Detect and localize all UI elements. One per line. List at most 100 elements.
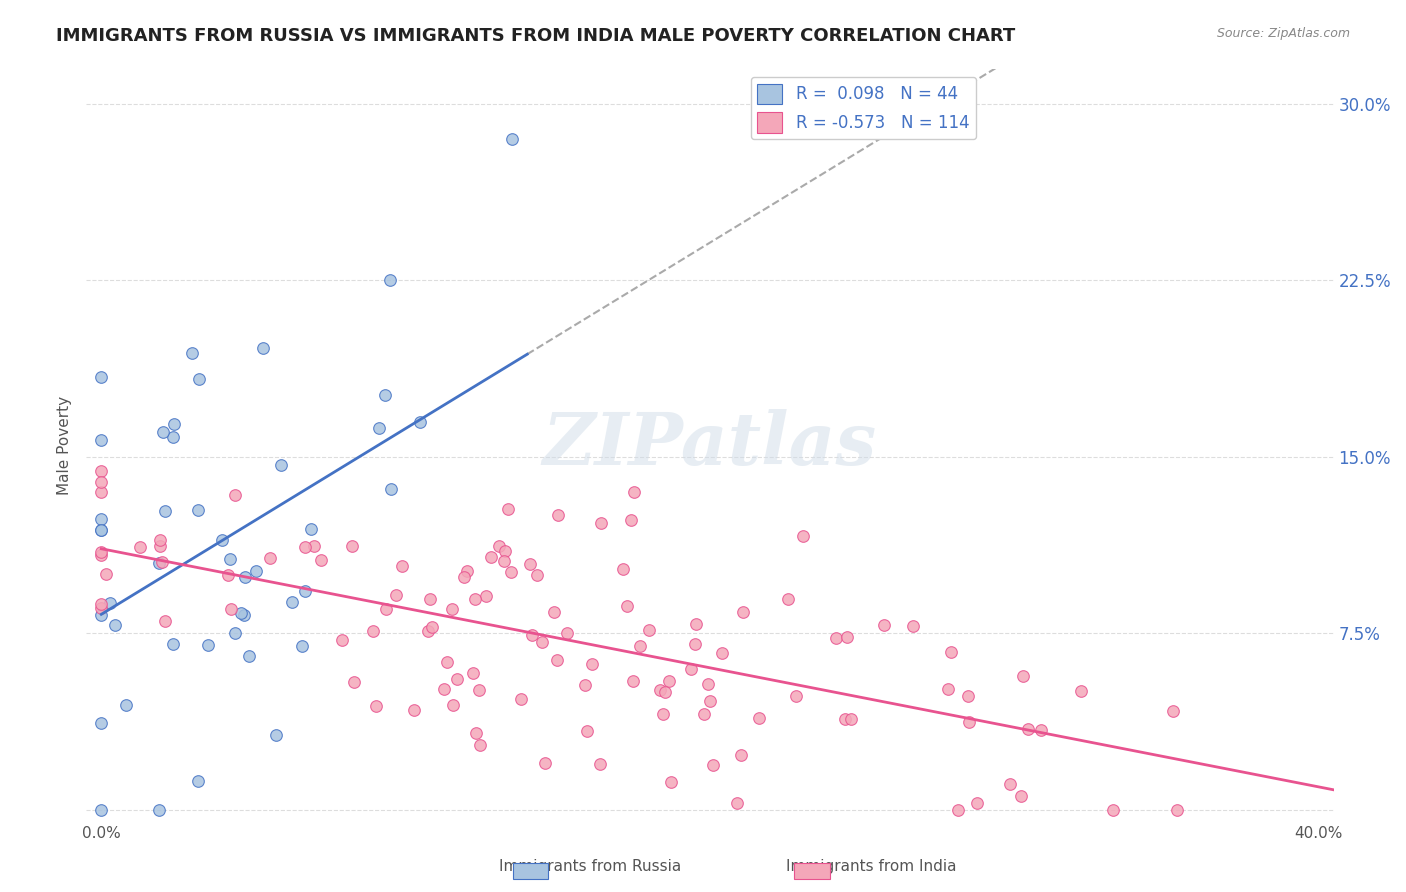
Point bbox=[375, 602, 398, 616]
Point bbox=[153, 504, 176, 518]
Point bbox=[233, 569, 256, 583]
Point bbox=[574, 678, 596, 692]
Point bbox=[453, 570, 475, 584]
Point bbox=[231, 607, 253, 621]
Point bbox=[543, 606, 565, 620]
Point bbox=[90, 607, 112, 622]
Point bbox=[270, 458, 292, 473]
Point bbox=[547, 508, 569, 523]
Point bbox=[419, 591, 441, 606]
Text: Immigrants from Russia: Immigrants from Russia bbox=[499, 859, 682, 874]
Point bbox=[441, 698, 464, 712]
Point bbox=[149, 539, 172, 553]
Point bbox=[946, 803, 969, 817]
Point bbox=[148, 803, 170, 817]
Point bbox=[294, 583, 316, 598]
Point bbox=[90, 523, 112, 537]
Point bbox=[470, 738, 492, 752]
Point bbox=[90, 597, 112, 611]
Point bbox=[456, 564, 478, 578]
Point bbox=[94, 566, 117, 581]
Point bbox=[526, 568, 548, 582]
Point bbox=[343, 675, 366, 690]
Point bbox=[699, 694, 721, 708]
Point bbox=[385, 589, 408, 603]
Point bbox=[651, 706, 673, 721]
Point bbox=[654, 684, 676, 698]
Point bbox=[501, 132, 523, 146]
Point bbox=[825, 632, 848, 646]
Point bbox=[499, 566, 522, 580]
Point bbox=[683, 637, 706, 651]
Point bbox=[104, 618, 127, 632]
Point bbox=[936, 681, 959, 696]
Point bbox=[956, 689, 979, 703]
Point bbox=[128, 540, 150, 554]
Point bbox=[197, 638, 219, 652]
Point bbox=[621, 674, 644, 689]
Point bbox=[90, 475, 112, 489]
Point bbox=[1102, 803, 1125, 817]
Point bbox=[245, 564, 267, 578]
Point bbox=[309, 553, 332, 567]
Point bbox=[90, 512, 112, 526]
Point bbox=[217, 568, 239, 582]
Point bbox=[391, 559, 413, 574]
Point bbox=[531, 635, 554, 649]
Point bbox=[616, 599, 638, 613]
Point bbox=[368, 420, 391, 434]
Point bbox=[1166, 803, 1188, 817]
Point bbox=[380, 482, 402, 496]
Point bbox=[520, 628, 543, 642]
Point bbox=[1031, 723, 1053, 737]
Point bbox=[581, 657, 603, 671]
Point bbox=[409, 415, 432, 429]
Point bbox=[162, 637, 184, 651]
Point bbox=[264, 728, 287, 742]
Point bbox=[623, 485, 645, 500]
Point bbox=[464, 725, 486, 739]
Point bbox=[281, 595, 304, 609]
Point bbox=[957, 714, 980, 729]
Point bbox=[340, 540, 363, 554]
Point bbox=[1010, 789, 1032, 804]
Point bbox=[291, 639, 314, 653]
Point bbox=[488, 540, 510, 554]
Point bbox=[252, 341, 274, 355]
Point bbox=[998, 777, 1021, 791]
Point bbox=[776, 592, 799, 607]
Point bbox=[224, 488, 246, 502]
Point bbox=[1012, 668, 1035, 682]
Point bbox=[901, 619, 924, 633]
Point bbox=[725, 796, 748, 810]
Point bbox=[420, 620, 443, 634]
Point bbox=[785, 689, 807, 703]
Point bbox=[464, 591, 486, 606]
Point bbox=[219, 552, 242, 566]
Point bbox=[628, 639, 651, 653]
Point bbox=[90, 433, 112, 447]
Legend: R =  0.098   N = 44, R = -0.573   N = 114: R = 0.098 N = 44, R = -0.573 N = 114 bbox=[751, 77, 976, 139]
Point bbox=[873, 618, 896, 632]
Text: IMMIGRANTS FROM RUSSIA VS IMMIGRANTS FROM INDIA MALE POVERTY CORRELATION CHART: IMMIGRANTS FROM RUSSIA VS IMMIGRANTS FRO… bbox=[56, 27, 1015, 45]
Point bbox=[440, 602, 463, 616]
Point bbox=[731, 605, 754, 619]
Point bbox=[90, 464, 112, 478]
Text: Source: ZipAtlas.com: Source: ZipAtlas.com bbox=[1216, 27, 1350, 40]
Point bbox=[510, 692, 533, 706]
Point bbox=[479, 549, 502, 564]
Point bbox=[730, 748, 752, 763]
Point bbox=[966, 796, 988, 810]
Point bbox=[98, 596, 121, 610]
Point bbox=[1070, 684, 1092, 698]
Point bbox=[233, 608, 256, 623]
Point bbox=[90, 484, 112, 499]
Point bbox=[697, 676, 720, 690]
Point bbox=[402, 702, 425, 716]
Point bbox=[589, 516, 612, 531]
Point bbox=[534, 756, 557, 770]
Point bbox=[90, 548, 112, 562]
Point bbox=[152, 425, 174, 440]
Point bbox=[446, 673, 468, 687]
Point bbox=[661, 774, 683, 789]
